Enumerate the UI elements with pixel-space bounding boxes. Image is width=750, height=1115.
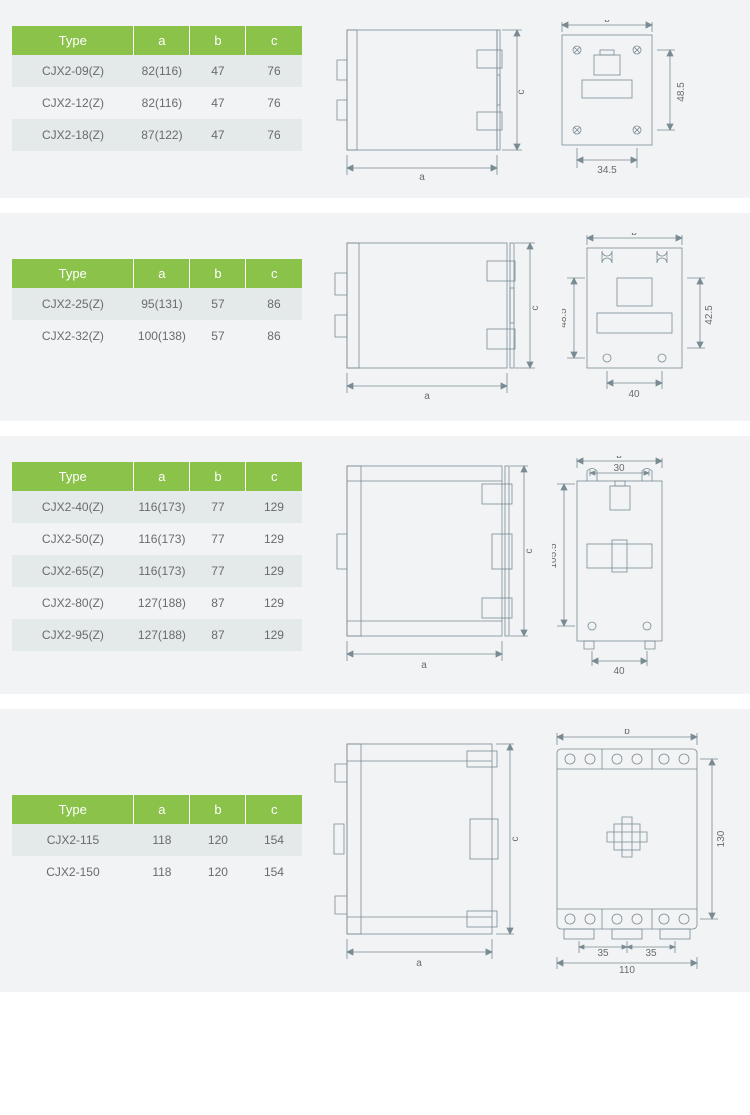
th-b: b: [190, 795, 246, 824]
th-b: b: [190, 26, 246, 55]
dim-c-label: c: [510, 837, 521, 842]
side-diagram-3: b 30 105.5 40: [552, 456, 702, 676]
dim-b-label: b: [624, 729, 630, 737]
dim-a-label: a: [421, 660, 427, 671]
table-row: CJX2-95(Z)127(188)87129: [12, 619, 302, 651]
table-holder-1: Type a b c CJX2-09(Z) 82(116) 47 76 CJX2…: [12, 18, 302, 151]
dim-c-label: c: [524, 549, 532, 554]
th-type: Type: [12, 462, 134, 491]
front-diagram-3: c a: [332, 456, 532, 676]
spec-table-1: Type a b c CJX2-09(Z) 82(116) 47 76 CJX2…: [12, 26, 302, 151]
th-type: Type: [12, 259, 134, 288]
dim-w-label: 40: [613, 666, 625, 676]
table-row: CJX2-09(Z) 82(116) 47 76: [12, 55, 302, 87]
th-c: c: [246, 259, 302, 288]
dim-c-label: c: [516, 90, 527, 95]
th-a: a: [134, 795, 190, 824]
dim-h2-label: 42.5: [704, 305, 715, 325]
dim-c-label: c: [530, 306, 541, 311]
front-diagram-2: c a: [332, 233, 542, 403]
panel-4: Type a b c CJX2-115118120154 CJX2-150118…: [0, 709, 750, 992]
side-diagram-2: b 48.5 42.5 40: [562, 233, 722, 403]
table-row: CJX2-115118120154: [12, 824, 302, 856]
table-row: CJX2-25(Z) 95(131) 57 86: [12, 288, 302, 320]
th-a: a: [134, 259, 190, 288]
table-row: CJX2-32(Z) 100(138) 57 86: [12, 320, 302, 352]
th-type: Type: [12, 26, 134, 55]
spec-table-3: Type a b c CJX2-40(Z)116(173)77129 CJX2-…: [12, 462, 302, 651]
dim-b-label: b: [631, 233, 637, 238]
dim-b-label: b: [604, 20, 610, 25]
side-diagram-1: b 48.5 34.5: [552, 20, 702, 180]
table-row: CJX2-12(Z) 82(116) 47 76: [12, 87, 302, 119]
panel-2: Type a b c CJX2-25(Z) 95(131) 57 86 CJX2…: [0, 213, 750, 421]
spec-table-2: Type a b c CJX2-25(Z) 95(131) 57 86 CJX2…: [12, 259, 302, 352]
diagram-area-2: c a: [332, 231, 738, 403]
dim-b-label: b: [616, 456, 622, 461]
diagram-area-1: c a b: [332, 18, 738, 180]
dim-a-label: a: [424, 391, 430, 402]
spec-table-4: Type a b c CJX2-115118120154 CJX2-150118…: [12, 795, 302, 888]
tbody-2: CJX2-25(Z) 95(131) 57 86 CJX2-32(Z) 100(…: [12, 288, 302, 352]
dim-w1-label: 35: [597, 948, 609, 959]
dim-h-label: 130: [716, 830, 727, 847]
table-row: CJX2-80(Z)127(188)87129: [12, 587, 302, 619]
table-row: CJX2-65(Z)116(173)77129: [12, 555, 302, 587]
dim-w-label: 34.5: [597, 165, 617, 176]
tbody-1: CJX2-09(Z) 82(116) 47 76 CJX2-12(Z) 82(1…: [12, 55, 302, 151]
front-diagram-1: c a: [332, 20, 532, 180]
dim-w-label: 40: [628, 389, 640, 400]
table-row: CJX2-150118120154: [12, 856, 302, 888]
dim-w2-label: 35: [645, 948, 657, 959]
diagram-area-3: c a: [332, 454, 738, 676]
dim-h-label: 105.5: [552, 543, 559, 568]
th-c: c: [246, 462, 302, 491]
dim-a-label: a: [416, 958, 422, 969]
table-row: CJX2-50(Z)116(173)77129: [12, 523, 302, 555]
panel-1: Type a b c CJX2-09(Z) 82(116) 47 76 CJX2…: [0, 0, 750, 198]
th-a: a: [134, 26, 190, 55]
th-b: b: [190, 462, 246, 491]
table-row: CJX2-40(Z)116(173)77129: [12, 491, 302, 523]
table-holder-3: Type a b c CJX2-40(Z)116(173)77129 CJX2-…: [12, 454, 302, 651]
th-type: Type: [12, 795, 134, 824]
tbody-4: CJX2-115118120154 CJX2-150118120154: [12, 824, 302, 888]
dim-a-label: a: [419, 172, 425, 180]
dim-wtotal-label: 110: [619, 965, 635, 974]
panel-3: Type a b c CJX2-40(Z)116(173)77129 CJX2-…: [0, 436, 750, 694]
dim-h-label: 48.5: [676, 82, 687, 102]
th-b: b: [190, 259, 246, 288]
front-diagram-4: c a: [332, 729, 522, 974]
side-diagram-4: b 130 35 35 110: [542, 729, 732, 974]
th-c: c: [246, 795, 302, 824]
table-holder-2: Type a b c CJX2-25(Z) 95(131) 57 86 CJX2…: [12, 231, 302, 352]
diagram-area-4: c a: [332, 727, 738, 974]
table-holder-4: Type a b c CJX2-115118120154 CJX2-150118…: [12, 727, 302, 888]
th-c: c: [246, 26, 302, 55]
dim-h1-label: 48.5: [562, 308, 569, 328]
table-row: CJX2-18(Z) 87(122) 47 76: [12, 119, 302, 151]
th-a: a: [134, 462, 190, 491]
tbody-3: CJX2-40(Z)116(173)77129 CJX2-50(Z)116(17…: [12, 491, 302, 651]
dim-topw-label: 30: [613, 463, 625, 474]
